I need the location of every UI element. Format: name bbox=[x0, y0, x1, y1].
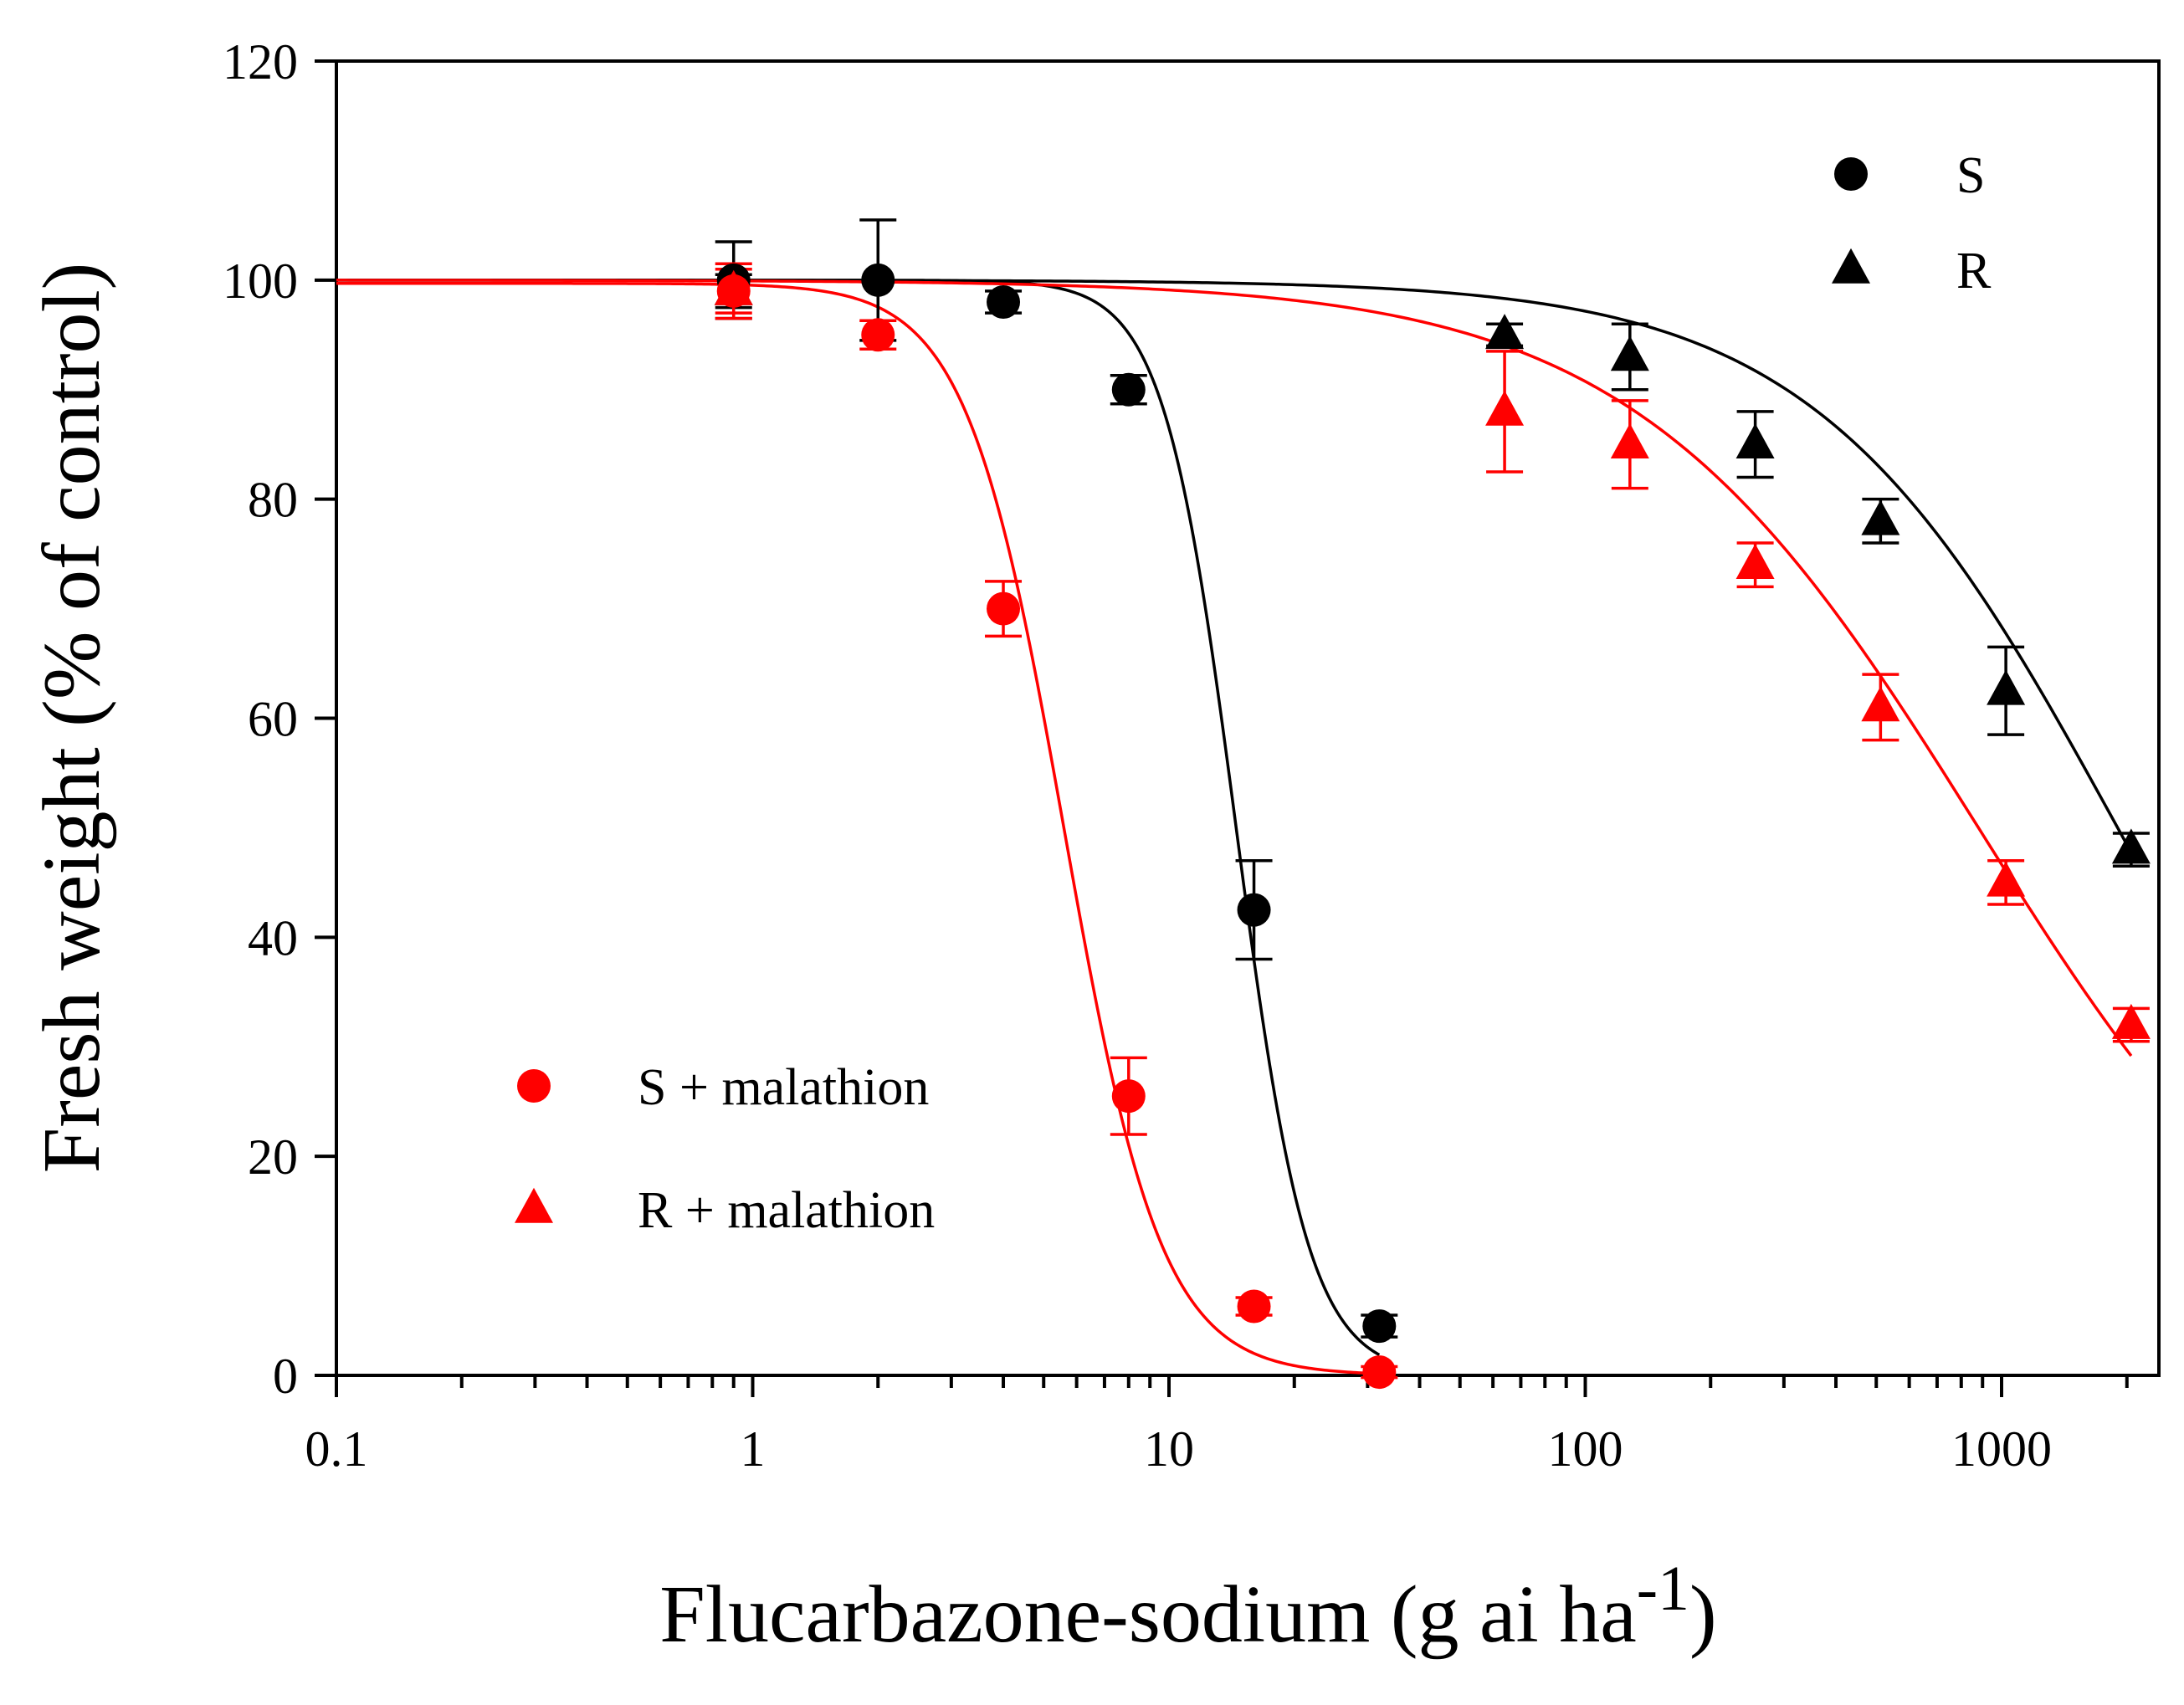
x-axis-title-superscript: -1 bbox=[1637, 1554, 1689, 1624]
s-data-point bbox=[1237, 893, 1271, 927]
s-malathion-data-point bbox=[987, 591, 1021, 626]
r-malathion-data-point bbox=[1861, 686, 1900, 722]
r-data-point bbox=[1861, 499, 1900, 535]
y-tick-label: 60 bbox=[248, 692, 298, 747]
x-axis-title-suffix: ) bbox=[1689, 1569, 1717, 1660]
r-malathion-data-point bbox=[2111, 1003, 2151, 1039]
x-axis-title-main: Flucarbazone-sodium (g ai ha bbox=[659, 1569, 1636, 1660]
y-tick-label: 0 bbox=[273, 1349, 298, 1404]
data-points bbox=[714, 263, 2151, 1390]
r-data-point bbox=[1987, 669, 2026, 705]
s-malathion-data-point bbox=[1362, 1355, 1397, 1390]
y-tick-label: 100 bbox=[223, 253, 298, 309]
legend-r-malathion-label: R + malathion bbox=[638, 1182, 935, 1239]
legend-s-malathion-label: S + malathion bbox=[638, 1059, 929, 1116]
s-malathion-data-point bbox=[1111, 1079, 1146, 1114]
s-data-point bbox=[1362, 1309, 1397, 1344]
y-axis-title: Fresh weight (% of control) bbox=[27, 263, 117, 1174]
r-data-point bbox=[1735, 423, 1775, 459]
x-tick-label: 1 bbox=[741, 1421, 766, 1477]
r-malathion-data-point bbox=[714, 269, 753, 305]
y-tick-label: 20 bbox=[248, 1129, 298, 1185]
x-axis-title: Flucarbazone-sodium (g ai ha-1) bbox=[659, 1554, 1716, 1660]
r-data-point bbox=[1485, 314, 1525, 350]
r-data-point bbox=[1610, 335, 1649, 371]
r-malathion-data-point bbox=[1735, 544, 1775, 580]
s-malathion-fit-curve bbox=[336, 282, 1380, 1375]
legend-s-marker bbox=[1834, 157, 1868, 191]
x-tick-label: 100 bbox=[1548, 1421, 1623, 1477]
r-data-point bbox=[2111, 828, 2151, 864]
r-malathion-fit-curve bbox=[336, 279, 2133, 1057]
r-malathion-data-point bbox=[1485, 390, 1525, 426]
x-tick-label: 1000 bbox=[1951, 1421, 2052, 1477]
y-tick-label: 40 bbox=[248, 910, 298, 965]
s-malathion-data-point bbox=[861, 318, 895, 352]
y-tick-label: 120 bbox=[223, 34, 298, 90]
s-data-point bbox=[1111, 372, 1146, 407]
x-tick-label: 0.1 bbox=[305, 1421, 368, 1477]
axis-ticks: 0 20 40 60 80 100 120 0.1 1 10 100 1000 bbox=[223, 34, 2129, 1477]
legend-r-marker bbox=[1832, 248, 1870, 284]
s-data-point bbox=[861, 263, 895, 297]
fit-curves bbox=[336, 279, 2133, 1375]
legend-s-malathion-marker bbox=[517, 1069, 551, 1103]
legend-s-label: S bbox=[1956, 147, 1985, 204]
y-tick-label: 80 bbox=[248, 473, 298, 528]
r-malathion-data-point bbox=[1610, 423, 1649, 459]
s-malathion-data-point bbox=[1237, 1289, 1271, 1324]
s-data-point bbox=[987, 285, 1021, 320]
x-tick-label: 10 bbox=[1144, 1421, 1194, 1477]
legend-r-malathion-marker bbox=[515, 1187, 553, 1223]
legend: SR S + malathion R + malathion bbox=[515, 147, 1992, 1239]
r-fit-curve bbox=[336, 279, 2133, 853]
legend-r-label: R bbox=[1956, 243, 1992, 300]
r-malathion-data-point bbox=[1987, 861, 2026, 897]
